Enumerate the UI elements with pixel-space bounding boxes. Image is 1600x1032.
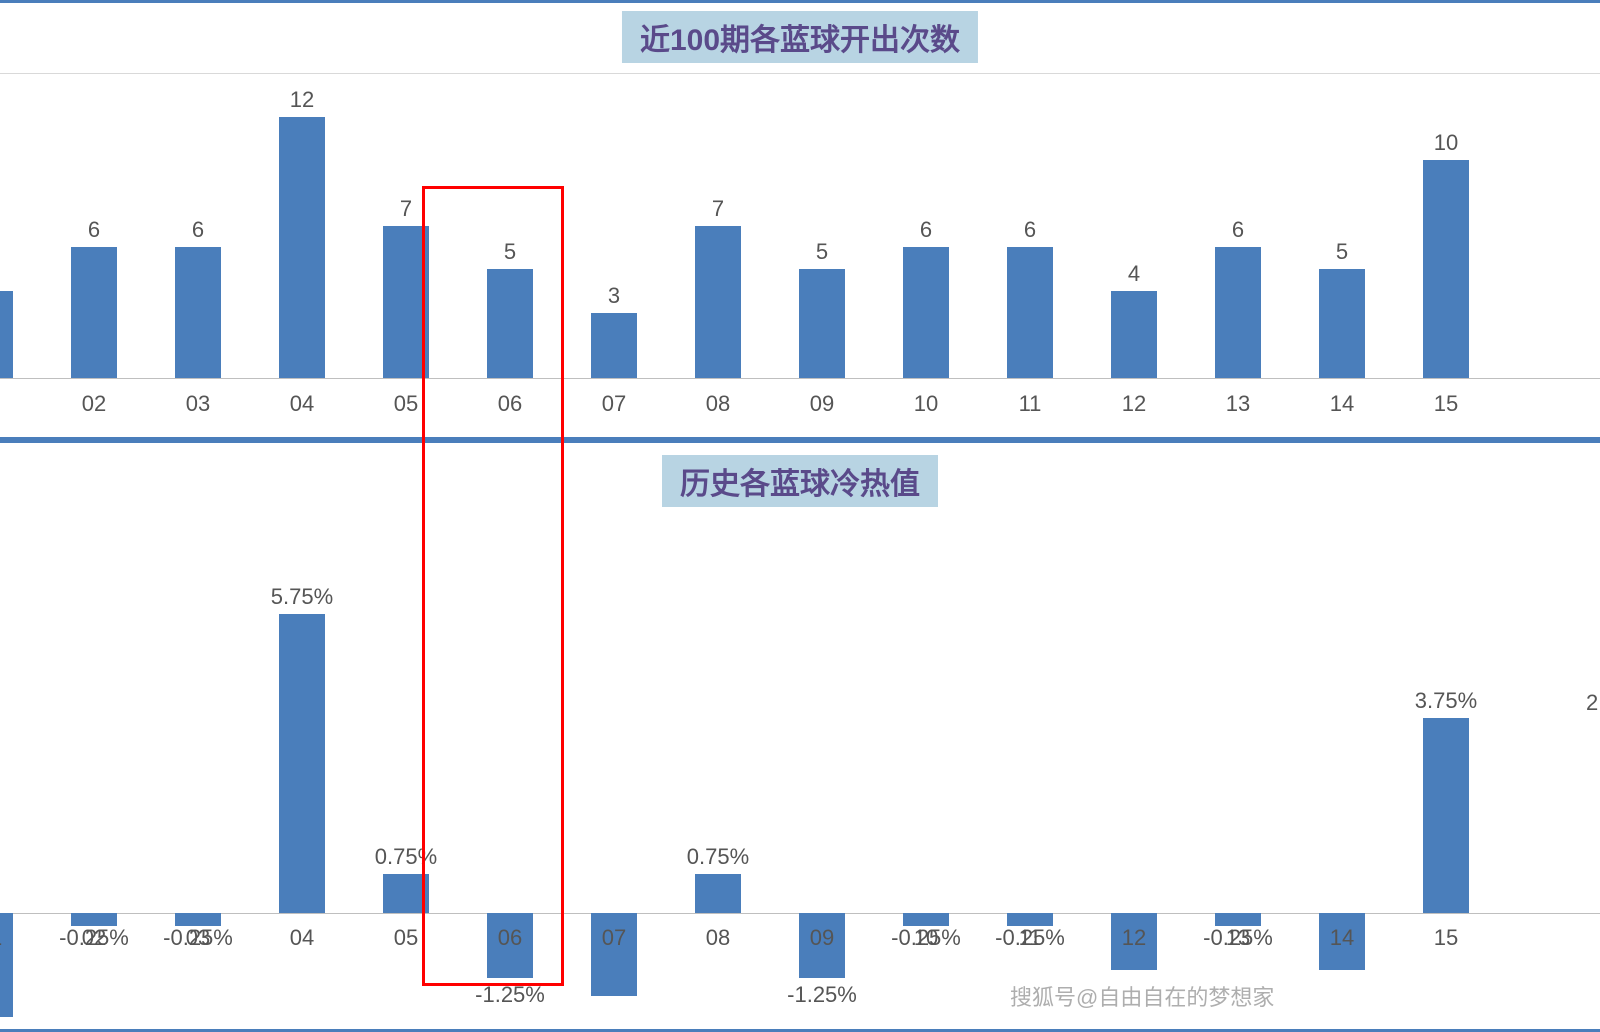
chart1-value-label: 5 [480, 239, 540, 265]
chart1-category-label: 03 [168, 391, 228, 417]
chart1-title: 近100期各蓝球开出次数 [622, 11, 978, 63]
chart1-plot: 6026031204705506307708509610611412613514… [0, 73, 1600, 378]
chart2-value-label: -1.25% [460, 982, 560, 1008]
chart1-bar [1007, 247, 1053, 378]
chart1-bar [383, 226, 429, 379]
chart1-category-label: 12 [1104, 391, 1164, 417]
chart2-bar [383, 874, 429, 913]
chart2-category-label: 12 [1104, 925, 1164, 951]
chart1-category-label: 11 [1000, 391, 1060, 417]
chart1-category-label: 07 [584, 391, 644, 417]
chart1-bar [487, 269, 533, 378]
chart2-value-label: -0.25% [1188, 925, 1288, 951]
chart2-category-label: 08 [688, 925, 748, 951]
chart2-category-label: 05 [376, 925, 436, 951]
chart1-value-label: 12 [272, 87, 332, 113]
chart1-value-label: 5 [1312, 239, 1372, 265]
chart1-value-label: 6 [1000, 217, 1060, 243]
chart2-value-label: -0.25% [44, 925, 144, 951]
chart2-bar [279, 614, 325, 913]
chart1-bar [0, 291, 13, 378]
chart2-category-label: 09 [792, 925, 852, 951]
chart2-value-label: 0.75% [356, 844, 456, 870]
chart1-category-label: 02 [64, 391, 124, 417]
chart1-value-label: 10 [1416, 130, 1476, 156]
chart1-category-label: 09 [792, 391, 852, 417]
chart1-baseline [0, 378, 1600, 379]
chart1-category-label: 05 [376, 391, 436, 417]
chart1-bar [799, 269, 845, 378]
chart1-value-label: 6 [64, 217, 124, 243]
chart1-category-label: 06 [480, 391, 540, 417]
chart1-bar [695, 226, 741, 379]
chart1-value-label: 5 [792, 239, 852, 265]
chart1-category-label: 04 [272, 391, 332, 417]
chart2-bar [695, 874, 741, 913]
chart2-category-label: 14 [1312, 925, 1372, 951]
chart2-category-label: 04 [272, 925, 332, 951]
chart1-category-label: 15 [1416, 391, 1476, 417]
chart2-right-edge-label: 2 [1586, 690, 1598, 716]
chart1-value-label: 7 [688, 196, 748, 222]
chart2-value-label: -0.25% [876, 925, 976, 951]
chart1-gridline [0, 73, 1600, 74]
chart1-value-label: 6 [1208, 217, 1268, 243]
chart1-category-label: 13 [1208, 391, 1268, 417]
chart1-bar [1215, 247, 1261, 378]
watermark-text: 搜狐号@自由自在的梦想家 [1010, 980, 1274, 1012]
chart1-bar [1423, 160, 1469, 378]
chart2-plot: 0102-0.25%03-0.25%045.75%050.75%06-1.25%… [0, 523, 1600, 1003]
chart1-value-label: 7 [376, 196, 436, 222]
chart2-value-label: 5.75% [252, 584, 352, 610]
chart2-category-label: 06 [480, 925, 540, 951]
chart1-value-label: 6 [168, 217, 228, 243]
chart1-category-label: 08 [688, 391, 748, 417]
chart2-value-label: -1.25% [772, 982, 872, 1008]
chart2-value-label: -0.25% [980, 925, 1080, 951]
chart1-category-label: 14 [1312, 391, 1372, 417]
chart1-value-label: 4 [1104, 261, 1164, 287]
chart1-panel: 近100期各蓝球开出次数 6 02 6 03 12 04 7 05 5 06 3 07 7 08 5 09 6 1… [0, 0, 1600, 440]
chart1-bar [71, 247, 117, 378]
chart1-bar [903, 247, 949, 378]
chart2-value-label: 3.75% [1396, 688, 1496, 714]
chart1-bar [279, 117, 325, 378]
chart2-category-label: 15 [1416, 925, 1476, 951]
chart2-category-label: 01 [0, 925, 20, 951]
chart2-value-label: -0.25% [148, 925, 248, 951]
chart1-category-label: 10 [896, 391, 956, 417]
chart1-bar [1319, 269, 1365, 378]
chart1-bar [591, 313, 637, 378]
chart2-category-label: 07 [584, 925, 644, 951]
chart1-value-label: 3 [584, 283, 644, 309]
chart1-bar [175, 247, 221, 378]
chart2-title: 历史各蓝球冷热值 [662, 455, 938, 507]
chart1-value-label: 6 [896, 217, 956, 243]
chart2-bar [1423, 718, 1469, 913]
chart2-panel: 历史各蓝球冷热值 0102-0.25%03-0.25%045.75%050.75… [0, 440, 1600, 1032]
chart2-value-label: 0.75% [668, 844, 768, 870]
chart1-bar [1111, 291, 1157, 378]
